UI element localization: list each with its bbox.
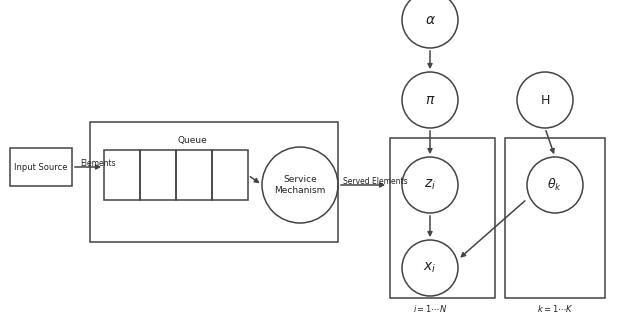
Bar [390, 138, 495, 298]
Bar [176, 150, 212, 200]
Text: $\theta_k$: $\theta_k$ [547, 177, 563, 193]
Text: $\pi$: $\pi$ [425, 93, 435, 107]
Text: Queue: Queue [177, 137, 207, 145]
Text: Input Source: Input Source [14, 162, 68, 172]
Bar [104, 150, 140, 200]
Text: $\alpha$: $\alpha$ [424, 13, 435, 27]
Text: $x_i$: $x_i$ [424, 261, 436, 275]
Bar [140, 150, 176, 200]
Text: $i=1\cdots N$: $i=1\cdots N$ [413, 303, 447, 314]
Text: Service
Mechanism: Service Mechanism [275, 175, 326, 195]
Text: H: H [540, 93, 550, 107]
Bar [90, 122, 338, 242]
Text: Elements: Elements [80, 159, 116, 168]
Text: $z_i$: $z_i$ [424, 178, 436, 192]
Bar [10, 148, 72, 186]
Text: $k=1\cdots K$: $k=1\cdots K$ [536, 303, 573, 314]
Bar [212, 150, 248, 200]
Text: Served Elements: Served Elements [343, 178, 408, 186]
Bar [505, 138, 605, 298]
